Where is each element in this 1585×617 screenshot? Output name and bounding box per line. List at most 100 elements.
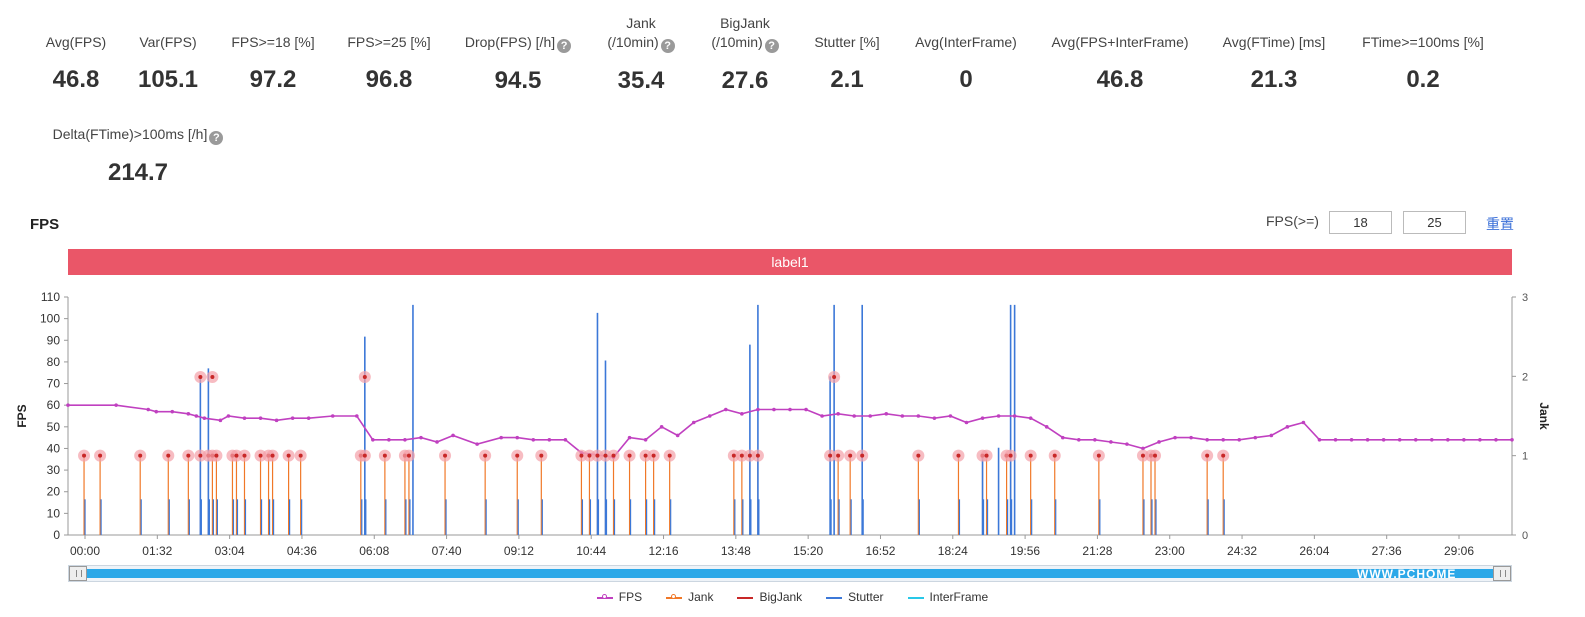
scrollbar-right-handle[interactable]	[1493, 566, 1511, 581]
jank-marker	[739, 453, 744, 458]
x-tick-label: 27:36	[1372, 544, 1402, 558]
metric-label-line1: BigJank	[720, 15, 770, 31]
metric-label: Stutter [%]	[814, 34, 880, 50]
y-tick-label: 80	[47, 355, 61, 369]
y-axis-title: FPS	[15, 404, 29, 427]
y2-tick-label: 2	[1522, 371, 1528, 383]
legend-label: InterFrame	[929, 590, 989, 604]
fps-point	[290, 416, 295, 420]
metric-fps-25: FPS>=25 [%] 96.8	[334, 33, 444, 94]
jank-marker	[186, 453, 191, 458]
fps-point	[1028, 416, 1033, 420]
metric-value: 94.5	[494, 67, 542, 94]
metric-avg-interframe: Avg(InterFrame) 0	[900, 33, 1032, 94]
fps-point	[435, 440, 439, 444]
x-tick-label: 15:20	[793, 544, 823, 558]
x-tick-label: 23:00	[1155, 544, 1185, 558]
jank-marker	[836, 453, 841, 458]
timeline-scrollbar[interactable]: WWW.PCHOME	[68, 565, 1512, 582]
legend-item-stutter[interactable]: Stutter	[826, 590, 884, 604]
fps-point	[1349, 438, 1354, 442]
scrollbar-left-handle[interactable]	[69, 566, 87, 581]
metric-label: FTime>=100ms [%]	[1362, 34, 1484, 50]
fps-point	[66, 403, 70, 407]
jank-marker	[258, 453, 263, 458]
fps-point	[675, 433, 680, 438]
metric-avg-fps: Avg(FPS) 46.8	[28, 33, 124, 94]
jank-marker	[242, 453, 247, 458]
fps-point	[1285, 425, 1290, 429]
metric-bigjank: BigJank (/10min)? 27.6	[698, 14, 792, 95]
fps-point	[218, 418, 223, 423]
reset-link[interactable]: 重置	[1486, 216, 1514, 232]
fps-point	[836, 412, 840, 416]
metric-label-line2: (/10min)	[607, 34, 659, 50]
metric-drop-fps: Drop(FPS) [/h]? 94.5	[452, 33, 584, 95]
help-icon[interactable]: ?	[209, 131, 224, 145]
label-bar[interactable]: label1	[68, 249, 1512, 275]
metric-label: FPS>=25 [%]	[347, 34, 431, 50]
fps-point	[1060, 435, 1065, 440]
fps-point	[852, 414, 856, 418]
help-icon[interactable]: ?	[660, 39, 675, 53]
legend-label: Stutter	[848, 590, 884, 604]
jank-marker	[138, 453, 143, 458]
jank-marker	[406, 453, 411, 458]
jank-marker	[382, 453, 387, 458]
fps-point	[226, 414, 231, 418]
jank-marker	[1052, 453, 1057, 458]
fps-line	[68, 404, 1512, 458]
legend-item-bigjank[interactable]: BigJank	[737, 590, 802, 604]
fps-threshold-low-input[interactable]	[1329, 211, 1392, 234]
legend-item-interframe[interactable]: InterFrame	[907, 590, 989, 604]
legend-label: BigJank	[759, 590, 803, 604]
y-tick-label: 30	[47, 463, 61, 477]
fps-point	[1173, 435, 1177, 440]
fps-point	[980, 416, 985, 420]
fps-point	[1044, 425, 1049, 429]
help-icon[interactable]: ?	[764, 39, 779, 53]
watermark: WWW.PCHOME	[1357, 567, 1457, 581]
legend-item-jank[interactable]: Jank	[666, 590, 713, 604]
fps-point	[996, 414, 1001, 418]
jank-marker	[611, 453, 616, 458]
fps-point	[306, 416, 311, 420]
jank-marker	[956, 453, 961, 458]
fps-point	[1429, 438, 1434, 442]
help-icon[interactable]: ?	[557, 39, 572, 53]
jank-marker	[539, 453, 544, 458]
jank-marker	[1140, 453, 1145, 458]
fps-point	[515, 435, 520, 440]
metric-label: Avg(FPS)	[45, 34, 107, 50]
fps-point	[756, 407, 760, 412]
metric-label: Drop(FPS) [/h]	[464, 34, 556, 50]
fps-point	[371, 438, 375, 442]
metric-jank: Jank (/10min)? 35.4	[594, 14, 688, 95]
jank-marker	[667, 453, 672, 458]
x-tick-label: 21:28	[1082, 544, 1112, 558]
scrollbar-range[interactable]	[81, 569, 1499, 578]
fps-point	[475, 442, 479, 446]
legend-item-fps[interactable]: FPS	[596, 590, 642, 604]
metric-label-line2: (/10min)	[711, 34, 763, 50]
fps-point	[1269, 433, 1274, 438]
fps-point	[242, 416, 247, 420]
legend-swatch	[737, 596, 754, 599]
jank-marker	[1096, 453, 1101, 458]
jank-marker	[848, 453, 853, 458]
fps-point	[868, 414, 873, 418]
x-tick-label: 19:56	[1010, 544, 1040, 558]
jank-marker	[860, 453, 865, 458]
y-tick-label: 90	[47, 333, 61, 347]
y-tick-label: 60	[47, 398, 61, 412]
fps-point	[1221, 438, 1225, 442]
jank-marker	[198, 453, 203, 458]
x-tick-label: 03:04	[215, 544, 245, 558]
fps-point	[1510, 438, 1514, 442]
x-tick-label: 29:06	[1444, 544, 1474, 558]
metric-value: 0.2	[1406, 66, 1440, 93]
fps-chart[interactable]: 0 10 20 30 40 50 60 70 80 90 100 110 0 1 2 3 FPS Jank 00:0…	[0, 285, 1585, 563]
y2-axis-title: Jank	[1537, 402, 1551, 430]
fps-threshold-high-input[interactable]	[1403, 211, 1466, 234]
fps-point	[1189, 435, 1193, 440]
